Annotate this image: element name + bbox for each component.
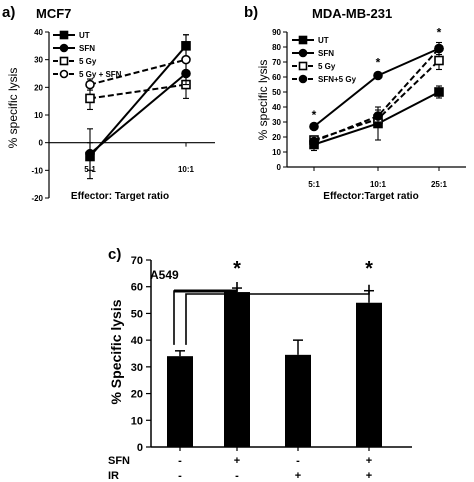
panel-b: b) MDA-MB-231 % specific lysis Effector:… (244, 4, 466, 202)
panel-a: a) MCF7 % specific lysis Effector: Targe… (2, 4, 215, 203)
panel-c-label: c) (108, 246, 121, 263)
panel-b-ylabel: % specific lysis (256, 60, 270, 141)
y-tick-label: 0 (277, 163, 282, 172)
data-point (434, 43, 444, 54)
y-tick-label: 40 (34, 28, 43, 37)
bar-2 (285, 354, 311, 447)
condition-value: + (366, 470, 372, 482)
y-tick-label: 80 (272, 43, 281, 52)
legend-marker (298, 48, 308, 58)
condition-value: - (178, 470, 182, 482)
panel-a-xlabel: Effector: Target ratio (71, 191, 169, 202)
data-point (373, 70, 383, 81)
y-tick-label: 30 (131, 362, 143, 374)
significance-star: * (376, 56, 381, 70)
significance-star: * (365, 258, 373, 280)
condition-label: SFN (108, 455, 130, 467)
condition-value: - (235, 470, 239, 482)
legend-marker (59, 69, 69, 79)
panel-b-title: MDA-MB-231 (312, 6, 392, 21)
series-line-1 (89, 72, 187, 155)
panel-a-title: MCF7 (36, 6, 71, 21)
legend-marker (298, 35, 308, 45)
y-tick-label: -20 (31, 194, 43, 203)
y-tick-label: 90 (272, 28, 281, 37)
bar-0 (167, 356, 193, 447)
y-tick-label: 50 (131, 308, 143, 320)
y-tick-label: 50 (272, 88, 281, 97)
condition-value: - (178, 455, 182, 467)
x-tick-label: 10:1 (370, 180, 387, 189)
series-line-2 (89, 83, 187, 100)
significance-star: * (233, 258, 241, 280)
legend-label: 5 Gy (79, 57, 97, 66)
panel-a-label: a) (2, 4, 15, 21)
y-tick-label: 20 (131, 389, 143, 401)
panel-a-ylabel: % specific lysis (6, 68, 20, 149)
data-point (373, 111, 383, 121)
legend-label: SFN+5 Gy (318, 75, 357, 84)
y-tick-label: 10 (272, 148, 281, 157)
y-tick-label: 20 (272, 133, 281, 142)
x-tick-label: 10:1 (178, 165, 195, 174)
legend-marker (59, 43, 69, 53)
legend-label: UT (318, 36, 329, 45)
data-point (434, 87, 444, 97)
significance-star: * (437, 26, 442, 40)
data-point (85, 148, 95, 159)
y-tick-label: 10 (34, 111, 43, 120)
y-tick-label: -10 (31, 166, 43, 175)
y-tick-label: 70 (272, 58, 281, 67)
data-point (309, 121, 319, 132)
legend-marker (59, 30, 69, 40)
y-tick-label: 70 (131, 255, 143, 267)
bracket-sfn-ir (185, 284, 370, 345)
legend-label: UT (79, 31, 90, 40)
y-tick-label: 40 (272, 103, 281, 112)
data-point (85, 93, 95, 104)
condition-label: IR (108, 470, 119, 482)
y-tick-label: 0 (39, 139, 44, 148)
legend-label: SFN (318, 49, 334, 58)
condition-value: + (234, 455, 240, 467)
data-point (181, 54, 191, 65)
panel-b-label: b) (244, 4, 258, 21)
significance-star: * (312, 108, 317, 122)
panel-c-title: A549 (150, 268, 179, 282)
data-point (85, 79, 95, 90)
legend-label: 5 Gy (318, 62, 336, 71)
legend-marker (59, 56, 69, 66)
bar-1 (224, 292, 250, 447)
panel-b-xlabel: Effector:Target ratio (323, 191, 418, 202)
legend-label: 5 Gy + SFN (79, 70, 122, 79)
data-point (309, 136, 319, 147)
y-tick-label: 60 (272, 73, 281, 82)
bar-3 (356, 302, 382, 447)
series-line-3 (89, 58, 187, 86)
y-tick-label: 0 (137, 442, 143, 454)
y-tick-label: 20 (34, 83, 43, 92)
y-tick-label: 30 (34, 56, 43, 65)
legend-marker (298, 74, 308, 84)
x-tick-label: 5:1 (308, 180, 320, 189)
condition-value: + (366, 455, 372, 467)
condition-value: + (295, 470, 301, 482)
data-point (434, 55, 444, 66)
condition-value: - (296, 455, 300, 467)
y-tick-label: 10 (131, 415, 143, 427)
y-tick-label: 30 (272, 118, 281, 127)
y-tick-label: 60 (131, 282, 143, 294)
panel-c: c) A549 % Specific lysis 0 10 20 30 40 50 60 70… (108, 246, 412, 482)
legend-label: SFN (79, 44, 95, 53)
panel-c-ylabel: % Specific lysis (108, 299, 124, 404)
y-tick-label: 40 (131, 335, 143, 347)
legend-marker (298, 61, 308, 71)
x-tick-label: 25:1 (431, 180, 448, 189)
